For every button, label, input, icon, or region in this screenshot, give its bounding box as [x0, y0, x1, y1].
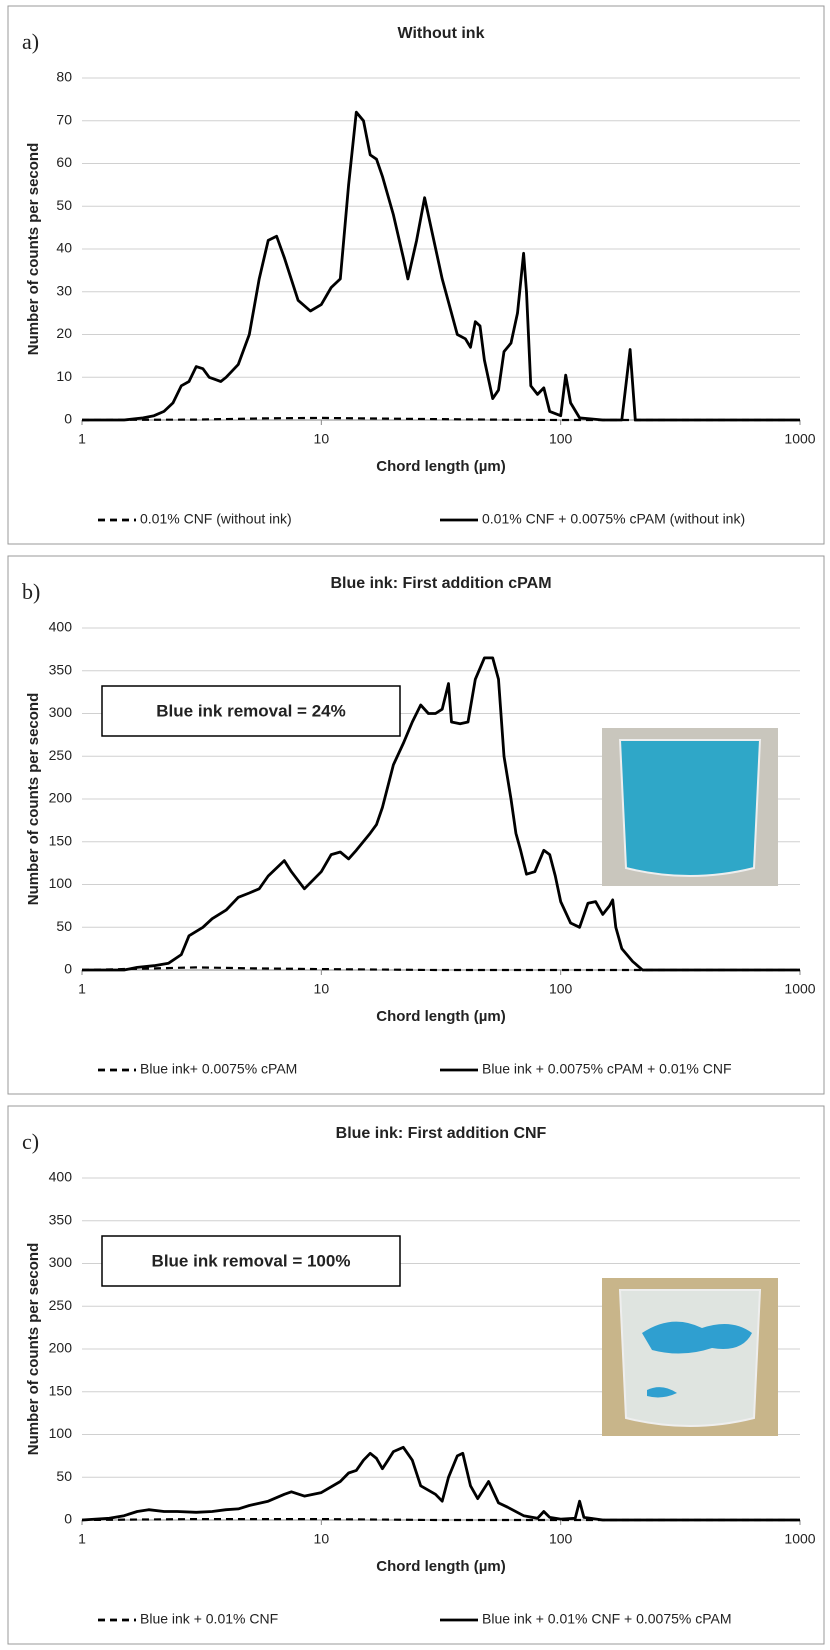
y-tick-label: 350: [49, 1211, 73, 1227]
x-tick-label: 100: [549, 431, 573, 447]
y-tick-label: 150: [49, 1382, 73, 1398]
panel-label: a): [22, 29, 39, 54]
y-tick-label: 250: [49, 747, 73, 763]
photo: [602, 1278, 778, 1436]
y-tick-label: 0: [64, 411, 72, 427]
y-tick-label: 250: [49, 1297, 73, 1313]
x-tick-label: 1: [78, 1531, 86, 1547]
x-axis-label: Chord length (µm): [376, 1558, 505, 1575]
x-tick-label: 10: [314, 981, 330, 997]
annotation: Blue ink removal = 24%: [156, 701, 345, 720]
photo-beaker: [620, 740, 760, 876]
y-tick-label: 100: [49, 875, 73, 891]
x-tick-label: 100: [549, 981, 573, 997]
panel-label: c): [22, 1129, 39, 1154]
y-tick-label: 50: [56, 918, 72, 934]
y-tick-label: 60: [56, 154, 72, 170]
y-tick-label: 0: [64, 961, 72, 977]
x-tick-label: 1: [78, 431, 86, 447]
legend-label: Blue ink + 0.0075% cPAM + 0.01% CNF: [482, 1061, 732, 1077]
y-tick-label: 10: [56, 368, 72, 384]
legend-label: 0.01% CNF (without ink): [140, 511, 292, 527]
y-axis-label: Number of counts per second: [25, 1243, 42, 1456]
y-tick-label: 300: [49, 704, 73, 720]
chart-title: Blue ink: First addition CNF: [336, 1125, 547, 1142]
y-tick-label: 150: [49, 832, 73, 848]
legend-label: 0.01% CNF + 0.0075% cPAM (without ink): [482, 511, 745, 527]
y-tick-label: 50: [56, 1468, 72, 1484]
legend-label: Blue ink+ 0.0075% cPAM: [140, 1061, 297, 1077]
photo-beaker: [620, 1290, 760, 1426]
y-axis-label: Number of counts per second: [25, 693, 42, 906]
y-tick-label: 200: [49, 1340, 73, 1356]
x-tick-label: 10: [314, 1531, 330, 1547]
y-tick-label: 40: [56, 240, 72, 256]
y-tick-label: 20: [56, 325, 72, 341]
chart-title: Without ink: [398, 25, 485, 42]
y-tick-label: 0: [64, 1511, 72, 1527]
panel-label: b): [22, 579, 40, 604]
x-tick-label: 10: [314, 431, 330, 447]
y-tick-label: 300: [49, 1254, 73, 1270]
y-tick-label: 400: [49, 619, 73, 635]
y-tick-label: 30: [56, 282, 72, 298]
y-tick-label: 70: [56, 111, 72, 127]
figure: a)Without ink010203040506070801101001000…: [0, 0, 830, 1650]
legend-label: Blue ink + 0.01% CNF + 0.0075% cPAM: [482, 1611, 732, 1627]
legend-label: Blue ink + 0.01% CNF: [140, 1611, 278, 1627]
annotation: Blue ink removal = 100%: [152, 1251, 351, 1270]
x-axis-label: Chord length (µm): [376, 1008, 505, 1025]
y-tick-label: 80: [56, 69, 72, 85]
chart-title: Blue ink: First addition cPAM: [330, 575, 551, 592]
photo: [602, 728, 778, 886]
x-tick-label: 1000: [784, 431, 815, 447]
x-axis-label: Chord length (µm): [376, 458, 505, 475]
x-tick-label: 100: [549, 1531, 573, 1547]
x-tick-label: 1000: [784, 1531, 815, 1547]
y-tick-label: 200: [49, 790, 73, 806]
y-tick-label: 350: [49, 661, 73, 677]
y-tick-label: 50: [56, 197, 72, 213]
x-tick-label: 1000: [784, 981, 815, 997]
y-tick-label: 100: [49, 1425, 73, 1441]
y-axis-label: Number of counts per second: [25, 143, 42, 356]
y-tick-label: 400: [49, 1169, 73, 1185]
x-tick-label: 1: [78, 981, 86, 997]
